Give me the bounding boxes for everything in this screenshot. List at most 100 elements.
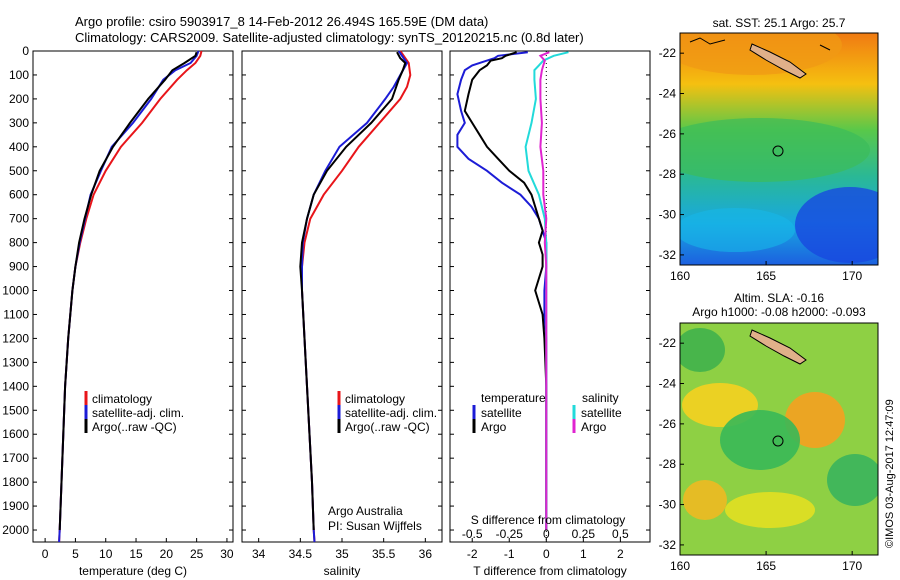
x-tick-label: 30: [220, 547, 234, 561]
map-x-tick-label: 160: [670, 559, 690, 573]
x-tick-label: 0: [42, 547, 49, 561]
annotation-pi: PI: Susan Wijffels: [328, 519, 422, 533]
t-tick-label: 1: [580, 547, 587, 561]
x-tick-label: 35: [335, 547, 349, 561]
series-t-satellite: [456, 51, 548, 530]
legend-t-argo-label: Argo: [481, 420, 507, 434]
y-tick-label: 100: [9, 68, 29, 82]
map-x-tick-label: 165: [756, 559, 776, 573]
sst-green-band: [680, 118, 870, 182]
t-tick-label: 0: [543, 547, 550, 561]
t-tick-label: -2: [467, 547, 478, 561]
y-tick-label: 300: [9, 116, 29, 130]
series-t-argo: [463, 51, 548, 530]
y-tick-label: 1800: [2, 475, 29, 489]
x-tick-label: 15: [129, 547, 143, 561]
y-tick-label: 1700: [2, 451, 29, 465]
map-y-tick-label: -32: [659, 248, 677, 262]
temperature-xlabel: temperature (deg C): [79, 564, 187, 578]
sst-map-frame: [679, 32, 879, 266]
y-tick-label: 1600: [2, 427, 29, 441]
legend-salinity-title: salinity: [582, 391, 619, 405]
t-tick-label: -1: [504, 547, 515, 561]
x-tick-label: 25: [190, 547, 204, 561]
sla-yellow-2: [725, 492, 815, 528]
s-tick-label: -0.25: [496, 527, 524, 541]
new-caledonia-land: [749, 43, 807, 79]
salinity-panel: [241, 50, 443, 543]
temperature-legend: climatology satellite-adj. clim. Argo(..…: [84, 391, 184, 434]
map-x-tick-label: 160: [670, 269, 690, 283]
map-x-tick-label: 170: [842, 559, 862, 573]
sla-map: [680, 323, 878, 555]
x-tick-label: 35.5: [372, 547, 396, 561]
s-tick-label: 0.5: [612, 527, 629, 541]
profile-location-marker: [772, 435, 784, 447]
legend-s-satellite-label: satellite: [581, 406, 622, 420]
legend-satellite-label: satellite-adj. clim.: [345, 406, 437, 420]
sla-green-2: [680, 328, 725, 372]
x-tick-label: 34: [252, 547, 266, 561]
sst-mid-patch: [680, 208, 795, 252]
sla-green-3: [827, 454, 878, 506]
annotation-argo-australia: Argo Australia: [328, 504, 403, 518]
x-tick-label: 36: [419, 547, 433, 561]
header-line1: Argo profile: csiro 5903917_8 14-Feb-201…: [75, 14, 488, 29]
sla-orange-2: [683, 480, 727, 520]
difference-legend: temperature satellite Argo salinity sate…: [472, 391, 622, 434]
legend-argo-label: Argo(..raw -QC): [345, 420, 430, 434]
series-argo-raw-qc: [58, 51, 198, 531]
y-tick-label: 200: [9, 92, 29, 106]
s-tick-label: 0.25: [572, 527, 596, 541]
map-y-tick-label: -24: [659, 87, 677, 101]
map-y-tick-label: -26: [659, 417, 677, 431]
y-tick-label: 1400: [2, 379, 29, 393]
map-y-tick-label: -32: [659, 538, 677, 552]
difference-xlabel: T difference from climatology: [473, 564, 627, 578]
y-tick-label: 600: [9, 188, 29, 202]
imos-credit: ©IMOS 03-Aug-2017 12:47:09: [884, 399, 896, 548]
map-y-tick-label: -24: [659, 377, 677, 391]
y-tick-label: 400: [9, 140, 29, 154]
legend-argo-label: Argo(..raw -QC): [92, 420, 177, 434]
x-tick-label: 20: [160, 547, 174, 561]
difference-panel: [449, 50, 651, 543]
map-y-tick-label: -26: [659, 127, 677, 141]
y-tick-label: 0: [22, 44, 29, 58]
legend-satellite-label: satellite-adj. clim.: [92, 406, 184, 420]
header-line2: Climatology: CARS2009. Satellite-adjuste…: [75, 30, 584, 45]
y-tick-label: 800: [9, 236, 29, 250]
series-s-argo: [538, 51, 550, 530]
legend-temperature-title: temperature: [481, 391, 546, 405]
legend-t-satellite-label: satellite: [481, 406, 522, 420]
y-tick-label: 2000: [2, 523, 29, 537]
coast-outline: [689, 37, 831, 51]
legend-climatology-label: climatology: [92, 392, 152, 406]
sla-green-1: [720, 410, 800, 470]
y-tick-label: 1900: [2, 499, 29, 513]
new-caledonia-land: [749, 329, 807, 365]
s-tick-label: -0.5: [462, 527, 483, 541]
y-tick-label: 1100: [3, 307, 29, 321]
map-x-tick-label: 170: [842, 269, 862, 283]
map-y-tick-label: -30: [659, 498, 677, 512]
salinity-legend: climatology satellite-adj. clim. Argo(..…: [337, 391, 437, 434]
legend-s-argo-label: Argo: [581, 420, 607, 434]
sla-map-frame: [679, 322, 879, 556]
x-tick-label: 5: [72, 547, 79, 561]
sst-cold-patch: [795, 187, 878, 263]
x-tick-label: 10: [99, 547, 113, 561]
sla-orange-1: [785, 392, 845, 448]
sst-map-title: sat. SST: 25.1 Argo: 25.7: [713, 16, 846, 30]
y-tick-label: 1200: [2, 331, 29, 345]
s-difference-xlabel: S difference from climatology: [471, 513, 626, 527]
y-tick-label: 700: [9, 212, 29, 226]
x-tick-label: 34.5: [289, 547, 313, 561]
legend-climatology-label: climatology: [345, 392, 405, 406]
salinity-xlabel: salinity: [324, 564, 361, 578]
map-x-tick-label: 165: [756, 269, 776, 283]
sst-map: [680, 33, 878, 265]
profile-location-marker: [772, 145, 784, 157]
map-y-tick-label: -22: [659, 46, 677, 60]
